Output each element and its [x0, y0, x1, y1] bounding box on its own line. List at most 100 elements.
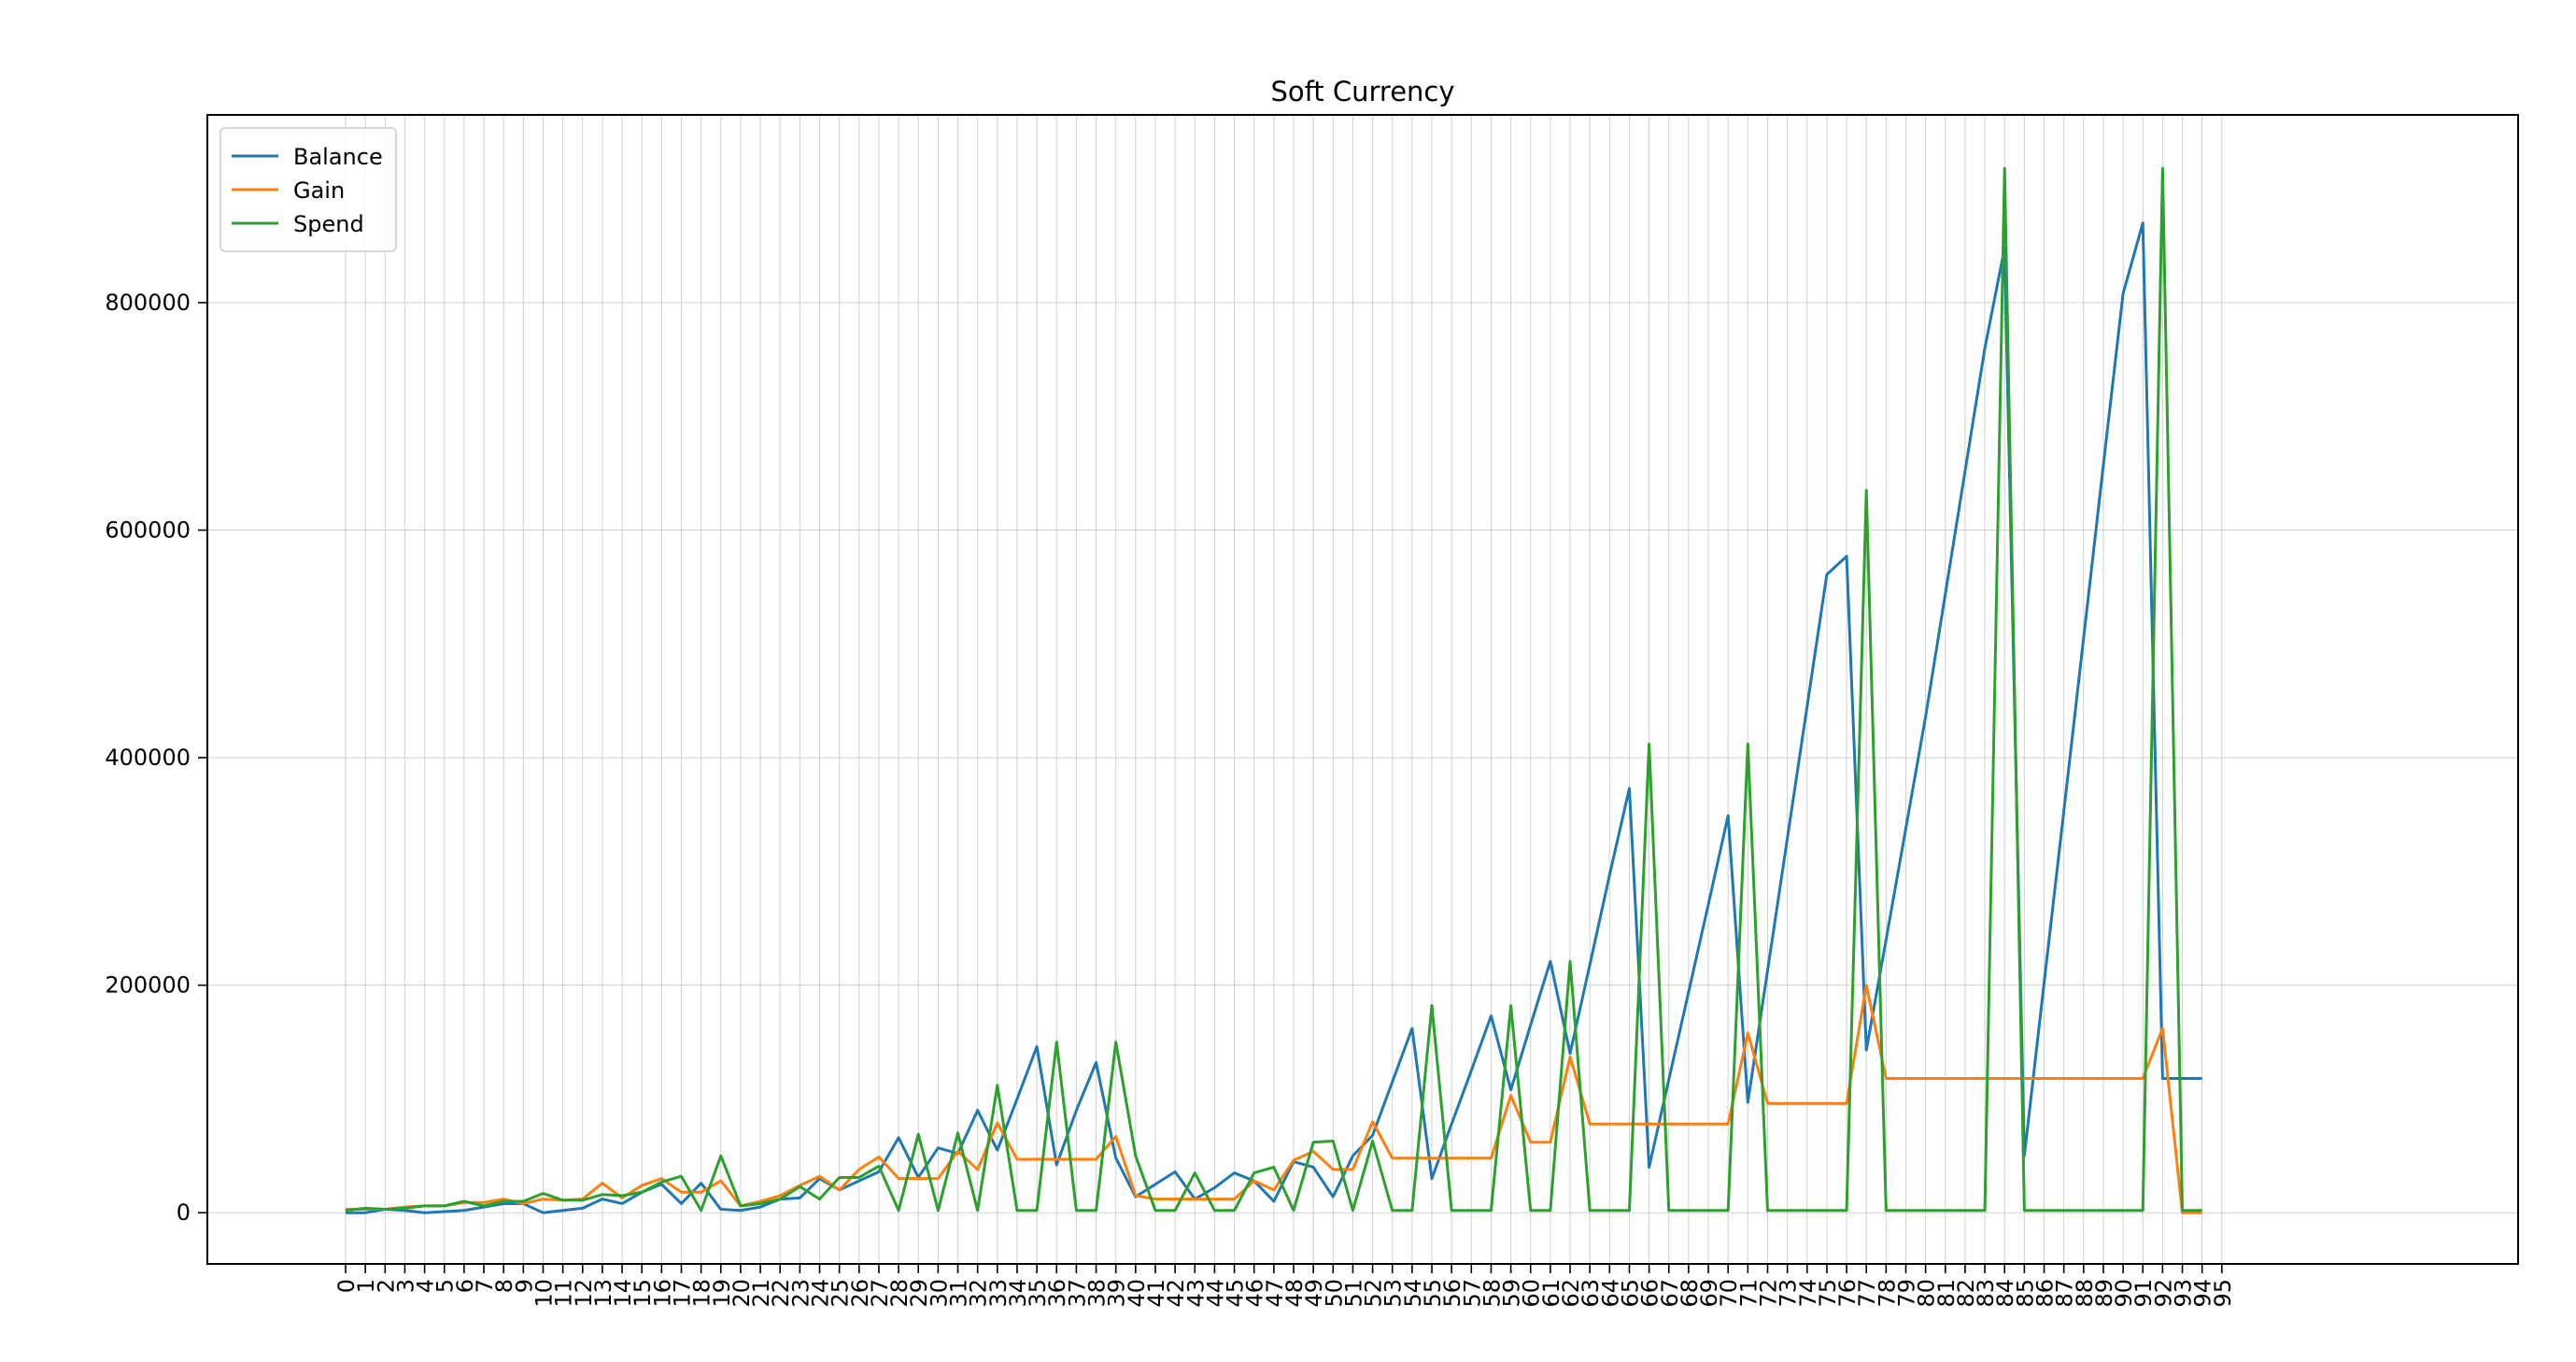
x-tick-label: 84: [1992, 1279, 2018, 1308]
x-tick-label: 9: [511, 1279, 537, 1293]
x-tick-label: 64: [1597, 1279, 1623, 1308]
x-tick-label: 6: [452, 1279, 478, 1293]
x-tick-label: 50: [1321, 1279, 1347, 1308]
x-tick-label: 82: [1953, 1279, 1979, 1308]
x-tick-label: 45: [1223, 1279, 1249, 1308]
x-tick-label: 67: [1657, 1279, 1683, 1308]
chart-title: Soft Currency: [1270, 76, 1454, 107]
y-tick-label: 0: [177, 1199, 191, 1226]
x-tick-label: 89: [2091, 1279, 2117, 1308]
x-tick-label: 77: [1854, 1279, 1880, 1308]
x-tick-label: 11: [551, 1279, 577, 1308]
x-tick-label: 52: [1361, 1279, 1387, 1308]
x-tick-label: 78: [1874, 1279, 1900, 1308]
x-tick-label: 2: [373, 1279, 399, 1293]
x-tick-label: 40: [1124, 1279, 1150, 1308]
x-tick-label: 61: [1538, 1279, 1564, 1308]
x-tick-label: 62: [1558, 1279, 1584, 1308]
x-tick-label: 36: [1044, 1279, 1070, 1308]
x-tick-label: 87: [2052, 1279, 2078, 1308]
x-tick-label: 79: [1893, 1279, 1919, 1308]
x-tick-label: 93: [2171, 1279, 2197, 1308]
grid-lines: [207, 115, 2518, 1264]
x-tick-label: 15: [630, 1279, 656, 1308]
x-tick-label: 59: [1499, 1279, 1525, 1308]
x-tick-label: 95: [2210, 1279, 2236, 1308]
x-tick-label: 10: [531, 1279, 557, 1308]
x-tick-label: 28: [886, 1279, 913, 1308]
x-tick-label: 73: [1776, 1279, 1802, 1308]
x-tick-label: 47: [1262, 1279, 1288, 1308]
legend-label-spend: Spend: [293, 211, 364, 237]
x-tick-label: 1: [353, 1279, 379, 1293]
axis-ticks: 0123456789101112131415161718192021222324…: [105, 290, 2235, 1308]
x-tick-label: 57: [1459, 1279, 1485, 1308]
y-tick-label: 400000: [105, 745, 191, 771]
x-tick-label: 54: [1400, 1279, 1426, 1308]
x-tick-label: 58: [1479, 1279, 1505, 1308]
x-tick-label: 3: [392, 1279, 418, 1293]
x-tick-label: 65: [1617, 1279, 1643, 1308]
x-tick-label: 88: [2072, 1279, 2098, 1308]
x-tick-label: 5: [432, 1279, 459, 1293]
x-tick-label: 25: [828, 1279, 854, 1308]
x-tick-label: 56: [1439, 1279, 1465, 1308]
y-tick-label: 600000: [105, 518, 191, 544]
legend: Balance Gain Spend: [219, 127, 397, 252]
x-tick-label: 20: [729, 1279, 755, 1308]
x-tick-label: 48: [1281, 1279, 1308, 1308]
x-tick-label: 37: [1064, 1279, 1090, 1308]
x-tick-label: 53: [1380, 1279, 1407, 1308]
x-tick-label: 74: [1795, 1279, 1821, 1308]
x-tick-label: 0: [333, 1279, 360, 1293]
x-tick-label: 8: [491, 1279, 517, 1293]
x-tick-label: 29: [906, 1279, 932, 1308]
series-lines: [345, 166, 2202, 1214]
x-tick-label: 18: [689, 1279, 715, 1308]
x-tick-label: 38: [1084, 1279, 1111, 1308]
x-tick-label: 44: [1202, 1279, 1228, 1308]
x-tick-label: 7: [472, 1279, 498, 1293]
x-tick-label: 66: [1637, 1279, 1663, 1308]
x-tick-label: 33: [985, 1279, 1012, 1308]
x-tick-label: 16: [649, 1279, 675, 1308]
series-line-gain: [346, 984, 2202, 1214]
series-line-spend: [345, 166, 2202, 1213]
x-tick-label: 31: [946, 1279, 972, 1308]
x-tick-label: 43: [1182, 1279, 1209, 1308]
x-tick-label: 30: [926, 1279, 952, 1308]
x-tick-label: 22: [768, 1279, 794, 1308]
x-tick-label: 72: [1755, 1279, 1781, 1308]
x-tick-label: 23: [787, 1279, 814, 1308]
x-tick-label: 90: [2111, 1279, 2137, 1308]
x-tick-label: 81: [1933, 1279, 1960, 1308]
x-tick-label: 80: [1914, 1279, 1940, 1308]
y-tick-label: 800000: [105, 290, 191, 316]
x-tick-label: 85: [2012, 1279, 2038, 1308]
x-tick-label: 14: [610, 1279, 636, 1308]
x-tick-label: 21: [748, 1279, 774, 1308]
legend-label-balance: Balance: [293, 144, 383, 170]
x-tick-label: 92: [2150, 1279, 2176, 1308]
x-tick-label: 27: [867, 1279, 893, 1308]
x-tick-label: 4: [413, 1279, 439, 1293]
x-tick-label: 70: [1716, 1279, 1742, 1308]
x-tick-label: 19: [709, 1279, 735, 1308]
x-tick-label: 26: [847, 1279, 873, 1308]
x-tick-label: 42: [1163, 1279, 1189, 1308]
x-tick-label: 91: [2130, 1279, 2157, 1308]
x-tick-label: 41: [1143, 1279, 1169, 1308]
x-tick-label: 39: [1104, 1279, 1130, 1308]
x-tick-label: 34: [1005, 1279, 1031, 1308]
x-tick-label: 69: [1696, 1279, 1722, 1308]
x-tick-label: 75: [1815, 1279, 1841, 1308]
x-tick-label: 12: [571, 1279, 597, 1308]
x-tick-label: 49: [1301, 1279, 1327, 1308]
x-tick-label: 94: [2190, 1279, 2216, 1308]
plot-frame: [206, 114, 2519, 1265]
x-tick-label: 17: [669, 1279, 695, 1308]
x-tick-label: 55: [1420, 1279, 1446, 1308]
